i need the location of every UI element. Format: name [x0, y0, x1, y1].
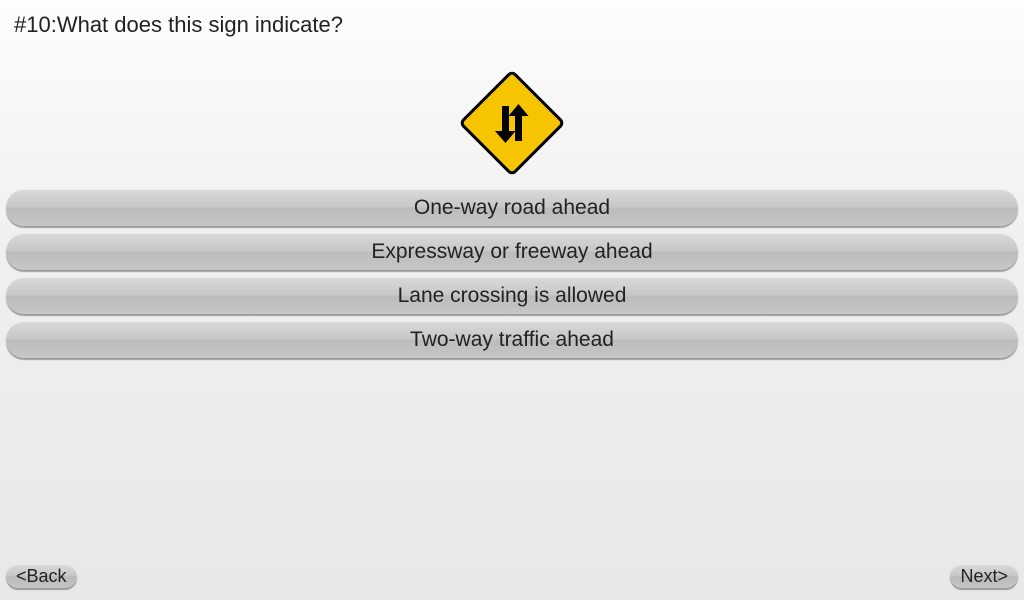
- two-way-traffic-icon: [482, 93, 542, 153]
- option-2[interactable]: Expressway or freeway ahead: [6, 233, 1018, 270]
- traffic-sign: [457, 68, 567, 178]
- option-3[interactable]: Lane crossing is allowed: [6, 277, 1018, 314]
- option-4[interactable]: Two-way traffic ahead: [6, 321, 1018, 358]
- back-button[interactable]: <Back: [6, 564, 77, 588]
- question-text: #10:What does this sign indicate?: [14, 12, 343, 38]
- answer-options: One-way road ahead Expressway or freeway…: [6, 189, 1018, 365]
- next-button[interactable]: Next>: [950, 564, 1018, 588]
- option-1[interactable]: One-way road ahead: [6, 189, 1018, 226]
